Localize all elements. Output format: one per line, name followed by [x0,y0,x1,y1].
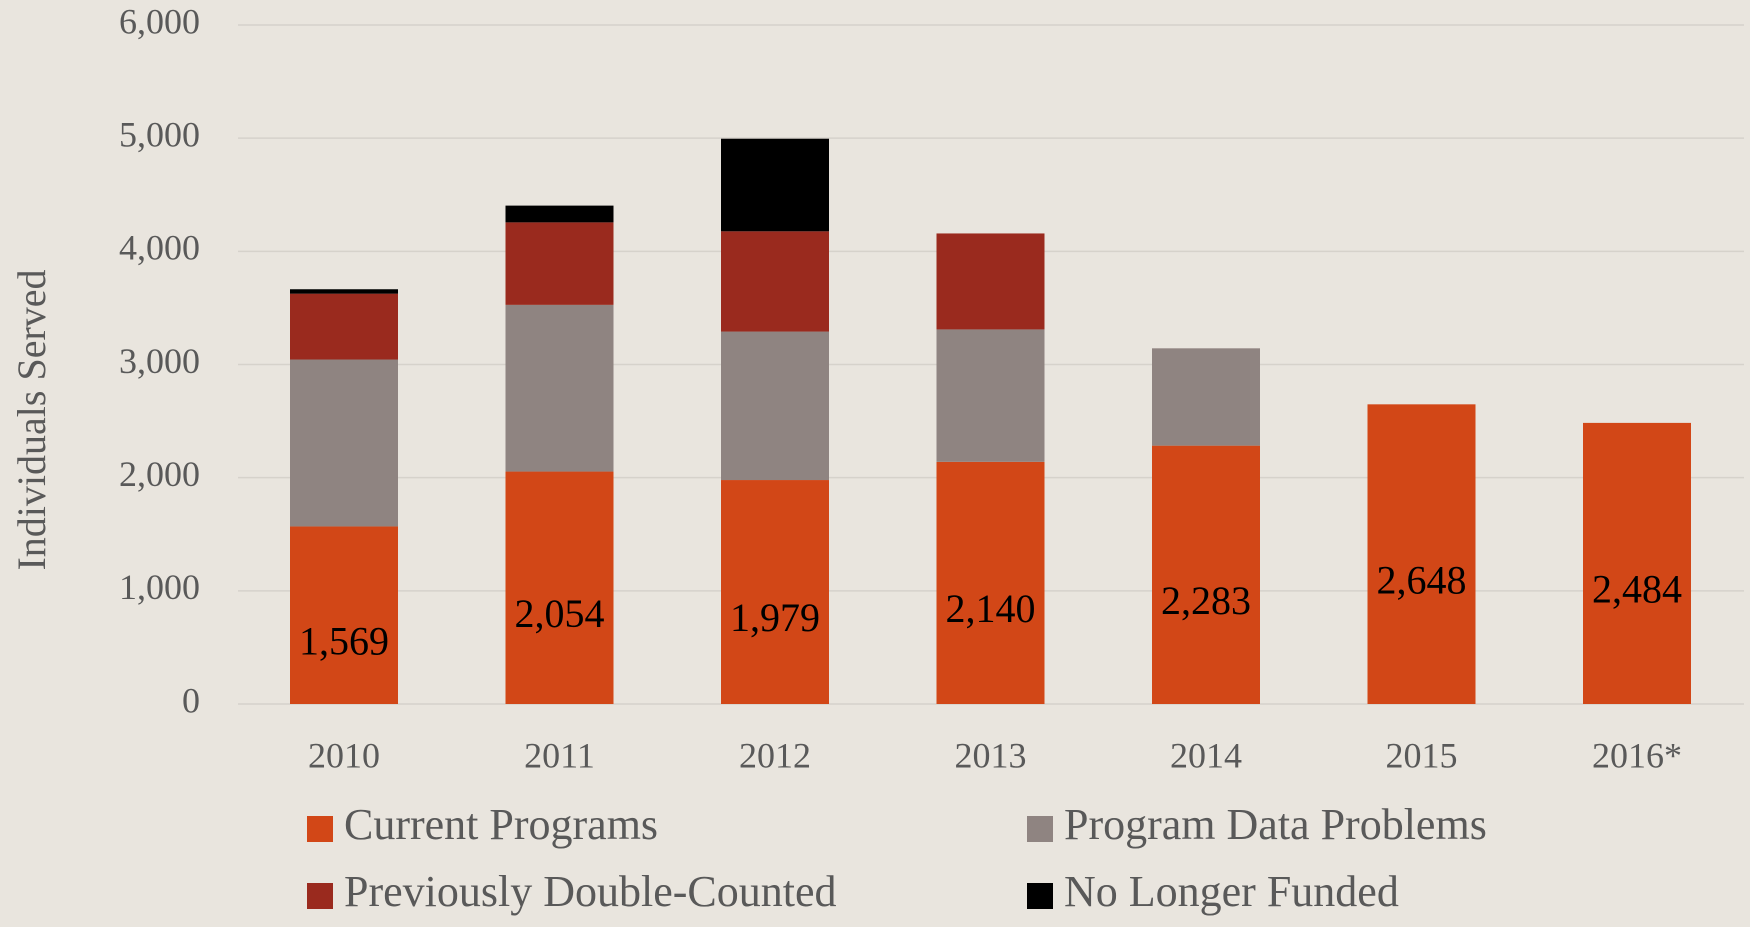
bar-segment [505,222,614,305]
bar-segment [290,289,398,294]
data-label: 2,648 [1377,557,1467,602]
legend-label: Program Data Problems [1064,800,1487,849]
data-label: 1,569 [299,618,389,663]
bar-segment [1367,404,1476,704]
bar-segment [1152,348,1260,446]
data-label: 2,140 [946,586,1036,631]
y-tick-label: 6,000 [119,1,200,41]
y-tick-label: 0 [182,680,200,720]
x-tick-label: 2012 [739,735,811,775]
bar-segment [721,480,829,704]
legend-label: Current Programs [344,800,658,849]
data-label: 2,283 [1161,578,1251,623]
bar-segment [936,329,1045,462]
x-tick-label: 2011 [524,735,595,775]
bar-segment [505,304,614,472]
x-tick-label: 2010 [308,735,380,775]
bar-segment [1583,422,1691,704]
bar-segment [721,138,829,232]
x-tick-label: 2015 [1386,735,1458,775]
data-label: 2,484 [1592,567,1682,612]
bar-segment [290,526,398,704]
data-label: 2,054 [515,591,605,636]
y-tick-label: 4,000 [119,228,200,268]
legend-swatch [307,883,333,909]
y-tick-label: 1,000 [119,567,200,607]
data-label: 1,979 [730,595,820,640]
bar-segment [936,461,1045,704]
x-tick-label: 2014 [1170,735,1242,775]
bar-segment [1152,445,1260,704]
bar-segment [505,205,614,223]
y-tick-label: 5,000 [119,114,200,154]
legend-label: Previously Double-Counted [344,867,837,916]
legend-label: No Longer Funded [1064,867,1399,916]
bar-segment [290,293,398,360]
bar-segment [936,233,1045,330]
bar-segment [290,359,398,527]
y-axis-title: Individuals Served [9,269,54,570]
legend-swatch [1027,883,1053,909]
x-tick-label: 2013 [955,735,1027,775]
x-tick-label: 2016* [1592,735,1682,775]
bar-segment [505,471,614,704]
legend-swatch [1027,816,1053,842]
legend-swatch [307,816,333,842]
y-tick-label: 2,000 [119,454,200,494]
y-tick-label: 3,000 [119,341,200,381]
bar-segment [721,231,829,332]
bar-segment [721,331,829,481]
